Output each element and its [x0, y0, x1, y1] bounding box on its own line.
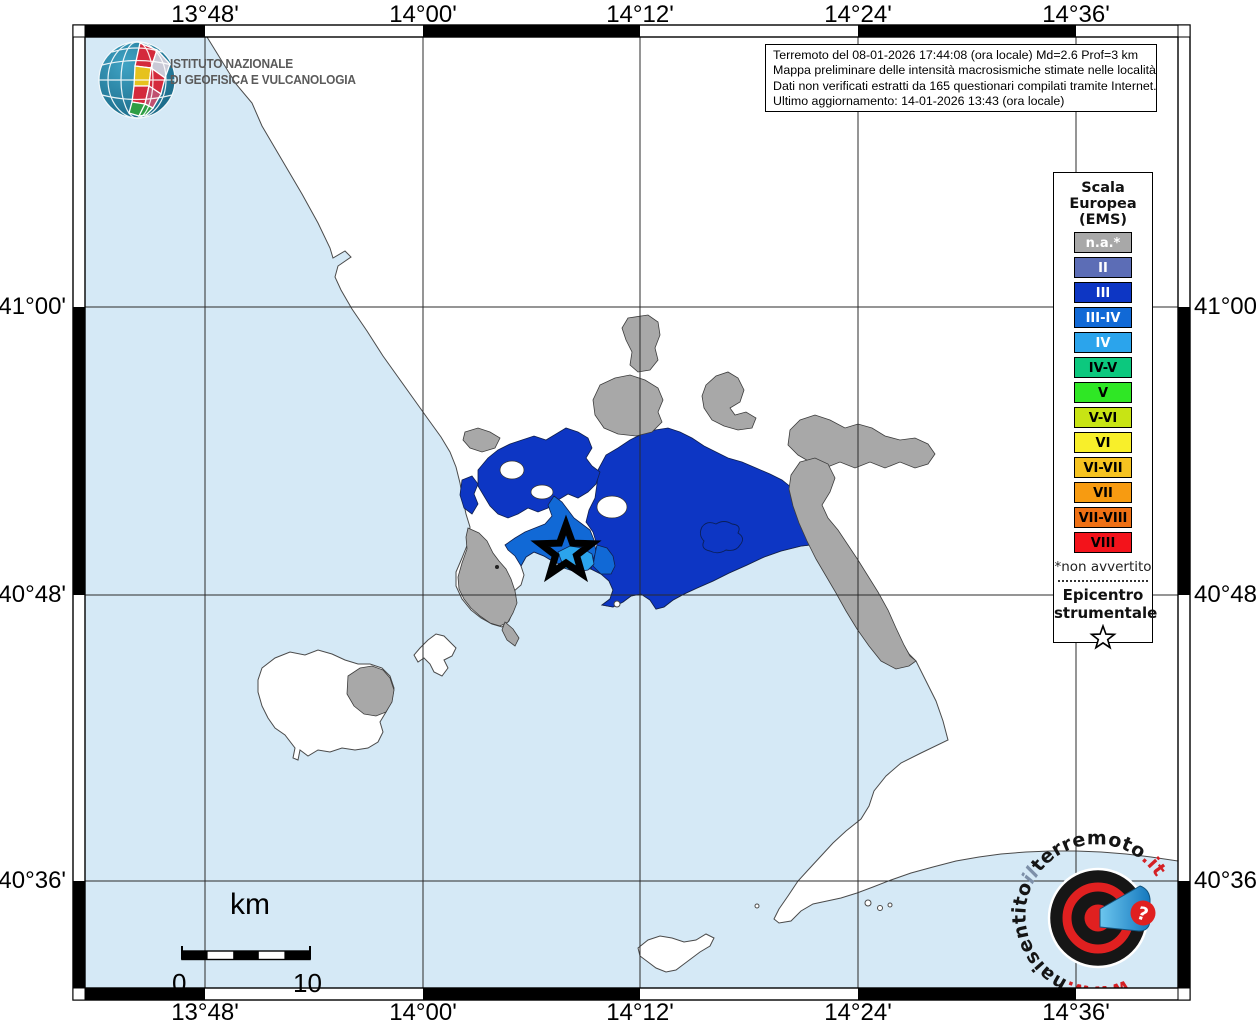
- map-frame: [72, 24, 1191, 1001]
- axis-tick-bottom-3: 14°12': [606, 999, 674, 1024]
- axis-tick-top-1: 13°48': [171, 1, 239, 28]
- legend-divider: [1058, 580, 1148, 582]
- legend-item-viii: VIII: [1074, 532, 1132, 553]
- axis-tick-bottom-1: 13°48': [171, 999, 239, 1024]
- municipality-outline: [699, 521, 743, 554]
- scale-bar: [181, 946, 311, 961]
- info-line-updated: Ultimo aggiornamento: 14-01-2026 13:43 (…: [773, 93, 1065, 108]
- info-line-map: Mappa preliminare delle intensità macros…: [773, 63, 1156, 78]
- axis-tick-left-1: 41°00': [0, 293, 66, 320]
- earthquake-info-box: Terremoto del 08-01-2026 17:44:08 (ora l…: [765, 44, 1157, 112]
- axis-tick-left-3: 40°36': [0, 867, 66, 894]
- axis-tick-top-5: 14°36': [1042, 1, 1110, 28]
- no-data-hole: [499, 460, 525, 480]
- epicenter-star: [530, 514, 602, 583]
- axis-tick-bottom-5: 14°36': [1042, 999, 1110, 1024]
- no-data-hole: [530, 484, 554, 500]
- ischia-gray-municipality: [346, 665, 395, 717]
- ingv-logo-icon: [98, 41, 176, 119]
- axis-tick-left-2: 40°48': [0, 581, 66, 608]
- info-line-data: Dati non verificati estratti da 165 ques…: [773, 78, 1157, 93]
- legend-item-ii: II: [1074, 257, 1132, 278]
- legend-item-iv: IV: [1074, 332, 1132, 353]
- graticule: [85, 37, 1178, 988]
- legend-item-vii-viii: VII-VIII: [1074, 507, 1132, 528]
- axis-tick-right-1: 41°00': [1194, 293, 1256, 320]
- legend-item-v: V: [1074, 382, 1132, 403]
- legend-footnote: *non avvertito: [1054, 559, 1152, 575]
- not-felt-areas: [457, 314, 936, 670]
- question-badge: [1130, 900, 1156, 926]
- procida-island: [413, 633, 457, 677]
- scale-bar-unit: km: [230, 888, 270, 921]
- intensity-III-area: [585, 427, 820, 610]
- legend-epicenter-label: Epicentro strumentale: [1054, 586, 1158, 622]
- legend-item-vi: VI: [1074, 432, 1132, 453]
- legend-item-vii: VII: [1074, 482, 1132, 503]
- legend-title-line1: Scala: [1081, 180, 1125, 196]
- axis-tick-bottom-4: 14°24': [824, 999, 892, 1024]
- legend-title-line2: Europea: [1069, 196, 1137, 212]
- legend-item-vi-vii: VI-VII: [1074, 457, 1132, 478]
- axis-tick-bottom-2: 14°00': [389, 999, 457, 1024]
- small-islets: [613, 600, 893, 911]
- info-line-event: Terremoto del 08-01-2026 17:44:08 (ora l…: [773, 48, 1139, 62]
- legend-title: Scala Europea (EMS): [1054, 180, 1152, 228]
- ingv-org-line1: ISTITUTO NAZIONALE: [170, 57, 294, 71]
- legend-epicenter-line1: Epicentro: [1062, 586, 1144, 604]
- legend-title-line3: (EMS): [1078, 212, 1128, 228]
- ingv-org-name: ISTITUTO NAZIONALE DI GEOFISICA E VULCAN…: [170, 57, 356, 88]
- axis-tick-top-4: 14°24': [824, 1, 892, 28]
- islet-dot: [495, 565, 499, 569]
- ingv-org-line2: DI GEOFISICA E VULCANOLOGIA: [170, 72, 356, 87]
- intensity-III-area-nw: [477, 427, 601, 519]
- legend-item-iii-iv: III-IV: [1074, 307, 1132, 328]
- scale-bar-end: 10: [293, 968, 322, 998]
- axis-tick-right-3: 40°36': [1194, 867, 1256, 894]
- axis-tick-right-2: 40°48': [1194, 581, 1256, 608]
- ems-legend: Scala Europea (EMS) n.a.* II III III-IV …: [1053, 172, 1158, 650]
- intensity-III-IV-area2: [592, 544, 616, 575]
- legend-item-v-vi: V-VI: [1074, 407, 1132, 428]
- legend-item-na: n.a.*: [1074, 232, 1132, 253]
- axis-tick-top-2: 14°00': [389, 1, 457, 28]
- scale-bar-start: 0: [172, 968, 187, 998]
- intensity-III-small: [459, 475, 479, 515]
- axis-tick-top-3: 14°12': [606, 1, 674, 28]
- capri-island: [637, 933, 715, 973]
- no-data-hole: [596, 495, 628, 519]
- legend-epicenter-line2: strumentale: [1054, 604, 1158, 622]
- epicenter-star-icon: [1089, 623, 1117, 650]
- legend-item-iv-v: IV-V: [1074, 357, 1132, 378]
- legend-item-iii: III: [1074, 282, 1132, 303]
